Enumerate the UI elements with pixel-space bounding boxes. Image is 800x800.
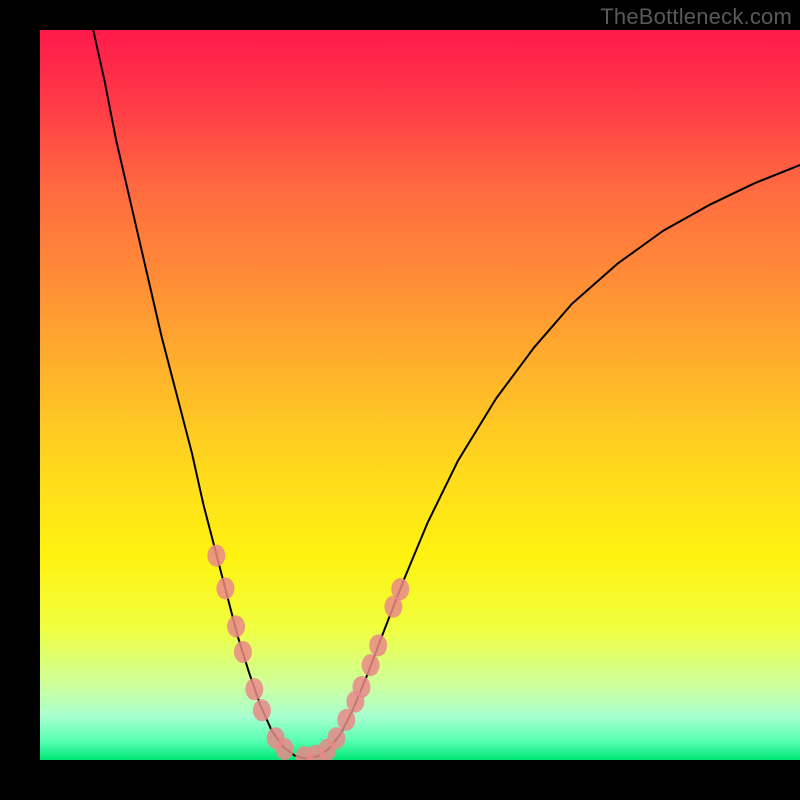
data-marker [352,676,370,698]
data-marker [327,727,345,749]
data-marker [227,615,245,637]
bottleneck-chart [0,0,800,800]
data-marker [391,578,409,600]
watermark-text: TheBottleneck.com [600,4,792,30]
data-marker [245,678,263,700]
chart-container: TheBottleneck.com [0,0,800,800]
frame-bottom [0,760,800,800]
frame-left [0,0,40,800]
data-marker [253,699,271,721]
data-marker [207,545,225,567]
data-marker [337,709,355,731]
data-marker [216,577,234,599]
plot-background [40,30,800,760]
data-marker [369,634,387,656]
data-marker [362,654,380,676]
data-marker [276,738,294,760]
data-marker [234,641,252,663]
